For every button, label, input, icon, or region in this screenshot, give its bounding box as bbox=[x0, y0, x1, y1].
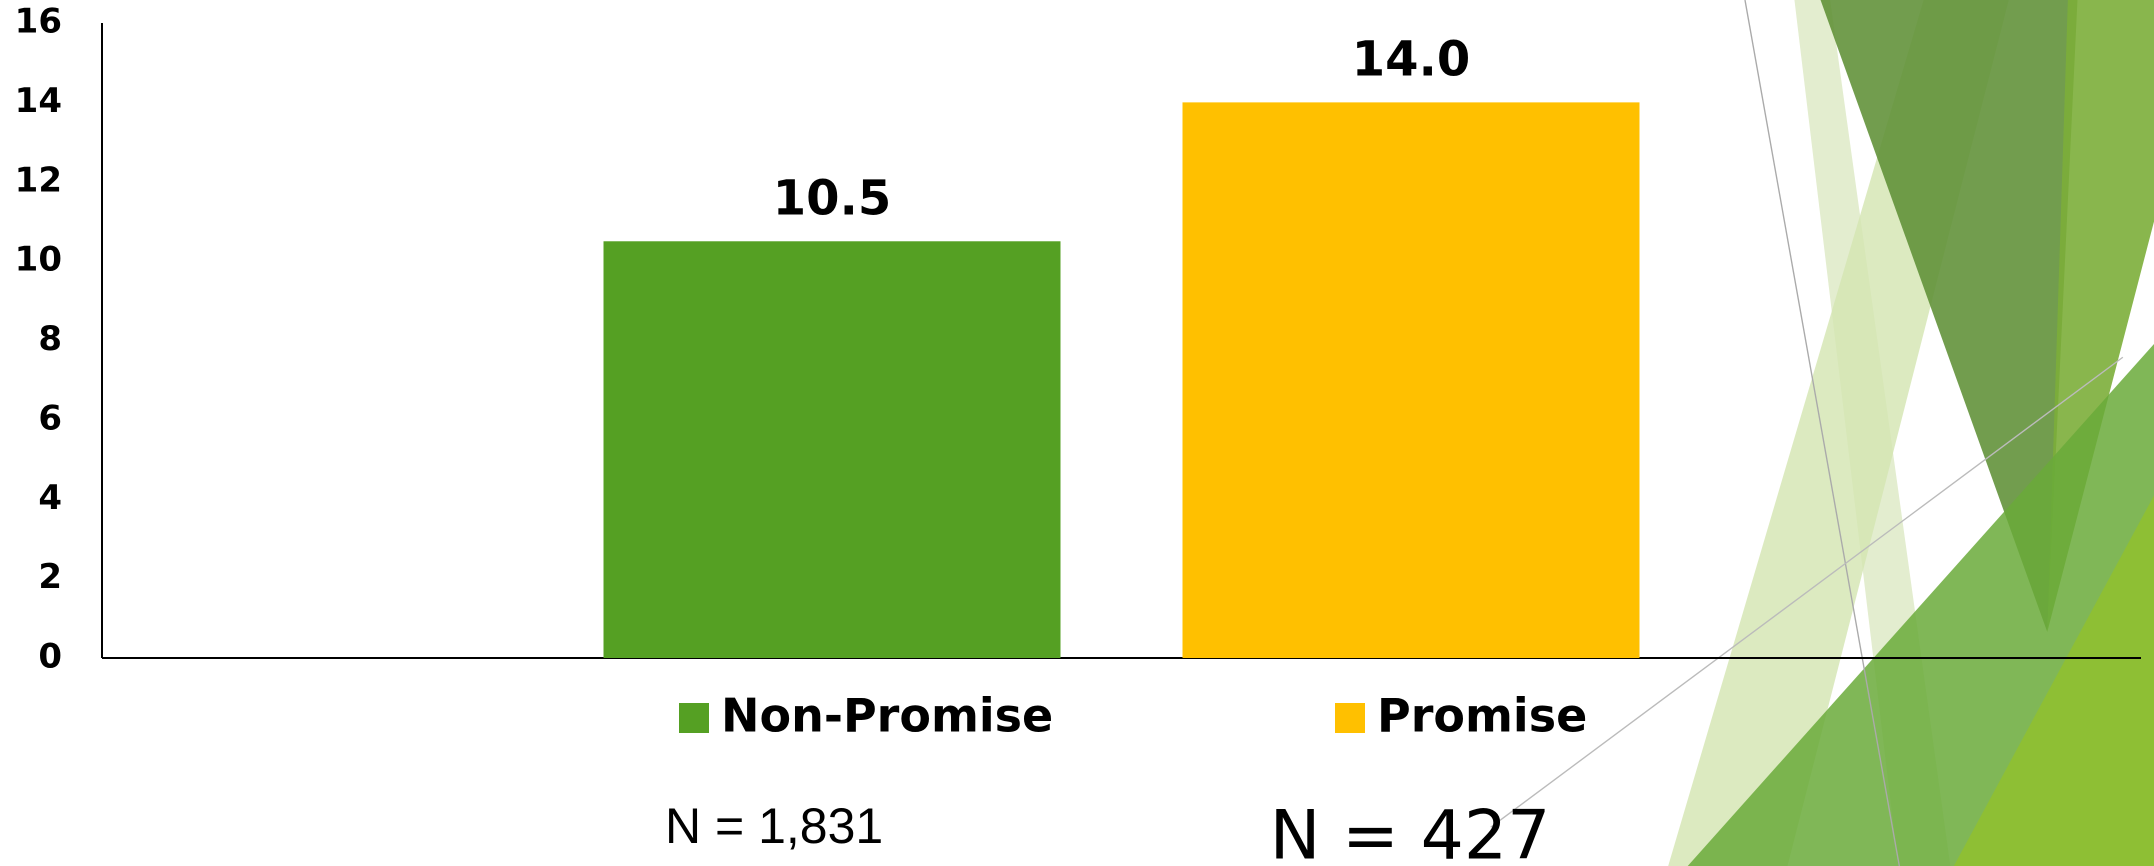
bar bbox=[1182, 102, 1640, 658]
data-label: 14.0 bbox=[1352, 31, 1470, 87]
y-tick-label: 12 bbox=[15, 160, 62, 200]
legend-label: Promise bbox=[1377, 689, 1587, 743]
deco-line bbox=[1490, 356, 2124, 828]
legend-swatch bbox=[1335, 703, 1365, 733]
decoration bbox=[1490, 0, 2154, 866]
y-tick-label: 16 bbox=[15, 2, 62, 42]
y-tick-label: 2 bbox=[38, 557, 62, 597]
y-tick-label: 14 bbox=[15, 81, 62, 121]
y-tick-label: 10 bbox=[15, 240, 62, 280]
deco-shape bbox=[1820, 0, 2078, 633]
bar bbox=[603, 241, 1061, 658]
y-tick-label: 0 bbox=[38, 637, 62, 677]
deco-line bbox=[1744, 0, 1901, 866]
deco-shape bbox=[1953, 495, 2154, 866]
y-tick-label: 4 bbox=[38, 478, 62, 518]
data-label: 10.5 bbox=[773, 170, 891, 226]
y-tick-label: 8 bbox=[38, 319, 62, 359]
annotation: N = 427 bbox=[1270, 797, 1551, 866]
legend-label: Non-Promise bbox=[721, 689, 1053, 743]
annotation: N = 1,831 bbox=[665, 798, 883, 854]
y-tick-label: 6 bbox=[38, 398, 62, 438]
legend-swatch bbox=[679, 703, 709, 733]
